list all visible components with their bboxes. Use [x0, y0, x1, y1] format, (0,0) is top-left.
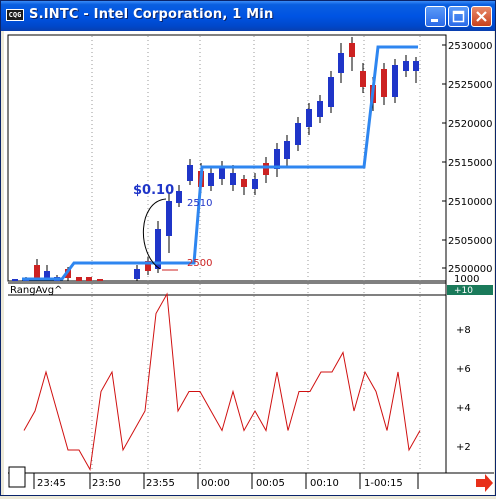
candle-down: [145, 261, 151, 271]
candle-up: [295, 123, 301, 145]
price-label: 2530000: [448, 41, 493, 52]
time-label: 23:50: [92, 478, 121, 489]
time-label: 00:00: [201, 478, 230, 489]
red-right-arrow-icon[interactable]: [476, 474, 493, 492]
close-button[interactable]: [471, 6, 492, 27]
candle-up: [413, 61, 419, 71]
chart-corner-box[interactable]: [8, 466, 26, 488]
indicator-badge-value: +10: [454, 286, 473, 296]
candle-down: [360, 71, 366, 87]
range-annotation-label: $0.10: [133, 183, 174, 198]
price-panel-frame: [7, 34, 447, 282]
minimize-icon: [431, 19, 438, 22]
indicator-axis-label: +8: [456, 325, 471, 336]
title-bar[interactable]: CQG S.INTC - Intel Corporation, 1 Min: [1, 1, 495, 31]
step-line-path: [22, 45, 418, 281]
time-label: 1-00:15: [364, 478, 403, 489]
price-label: 2500000: [448, 264, 493, 275]
candle-up: [338, 53, 344, 73]
time-label: 23:45: [37, 478, 66, 489]
candle-up: [392, 65, 398, 97]
candle-up: [403, 61, 409, 71]
indicator-name[interactable]: RangAvg^: [10, 285, 62, 296]
candle-up: [230, 173, 236, 185]
price-label: 2525000: [448, 80, 493, 91]
time-grid: [91, 36, 421, 472]
candle-up: [155, 229, 161, 269]
time-axis[interactable]: 23:45 23:50 23:55 00:00 00:05 00:10 1-00…: [37, 478, 403, 489]
indicator-axis-label: +4: [456, 403, 471, 414]
candle-up: [208, 173, 214, 186]
price-label: 2520000: [448, 119, 493, 130]
indicator-axis: +8 +6 +4 +2: [456, 325, 471, 453]
indicator-axis-label: +2: [456, 442, 471, 453]
price-label: 2505000: [448, 236, 493, 247]
candle-up: [12, 279, 18, 281]
candle-up: [166, 201, 172, 236]
candle-up: [317, 101, 323, 117]
time-label: 00:05: [256, 478, 285, 489]
candle-down: [381, 69, 387, 97]
price-axis[interactable]: 2530000 2525000 2520000 2515000 2510000 …: [448, 41, 493, 285]
candle-up: [306, 109, 312, 127]
candle-down: [76, 277, 82, 281]
candle-down: [263, 163, 269, 175]
candle-up: [134, 269, 140, 279]
candle-down: [34, 265, 40, 278]
candle-up: [176, 191, 182, 203]
maximize-icon: [452, 10, 465, 23]
price-label: 2510000: [448, 197, 493, 208]
candle-down: [97, 279, 103, 281]
candle-down: [349, 43, 355, 57]
price-ticks: [442, 44, 446, 269]
candle-up: [187, 165, 193, 181]
window-title: S.INTC - Intel Corporation, 1 Min: [29, 7, 274, 22]
price-label: 2515000: [448, 158, 493, 169]
close-icon: [476, 11, 487, 22]
candle-down: [241, 179, 247, 187]
minimize-button[interactable]: [425, 6, 446, 27]
candle-down: [86, 277, 92, 281]
candle-up: [252, 179, 258, 189]
low-marker-label: 2500: [187, 258, 212, 269]
indicator-line: [23, 292, 421, 472]
candle-down: [65, 269, 71, 278]
candle-up: [219, 167, 225, 179]
candle-up: [328, 77, 334, 107]
high-marker-label: 2510: [187, 198, 212, 209]
chart-canvas[interactable]: $0.10 2510 2500 2530000 2525000 2520000 …: [4, 31, 494, 495]
time-ticks: [33, 473, 419, 489]
cqg-app-icon[interactable]: CQG: [6, 9, 24, 21]
range-step-line: [22, 45, 418, 281]
maximize-button[interactable]: [448, 6, 469, 27]
time-label: 00:10: [310, 478, 339, 489]
indicator-badge: [447, 285, 493, 295]
range-bracket: [142, 198, 167, 270]
time-label: 23:55: [146, 478, 175, 489]
indicator-axis-label: +6: [456, 364, 471, 375]
chart-plot-area[interactable]: $0.10 2510 2500 2530000 2525000 2520000 …: [4, 31, 494, 495]
candle-up: [274, 149, 280, 169]
price-multiplier-label: 1000: [454, 274, 479, 285]
candle-up: [284, 141, 290, 159]
candle-up: [44, 271, 50, 278]
